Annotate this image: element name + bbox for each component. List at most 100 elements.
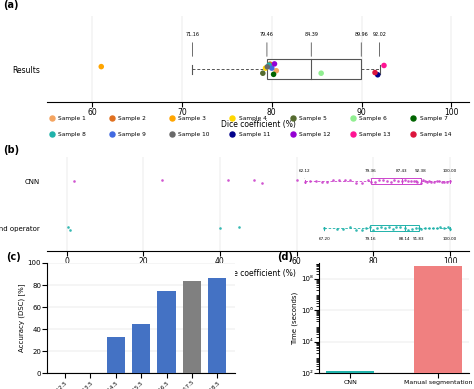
Point [385, 224, 392, 231]
Text: 79.36: 79.36 [365, 169, 377, 179]
Text: 91.83: 91.83 [413, 231, 425, 241]
Point [425, 225, 433, 231]
X-axis label: Dice coefficient (%): Dice coefficient (%) [221, 269, 296, 278]
Point [433, 178, 440, 184]
Point [265, 62, 273, 68]
Point [407, 178, 415, 184]
Point [333, 226, 341, 233]
Point [216, 225, 224, 231]
Point [352, 180, 360, 186]
Point [318, 70, 325, 76]
Bar [414, 266, 463, 389]
Bar [326, 371, 374, 389]
Point [71, 178, 78, 184]
Text: 67.20: 67.20 [319, 231, 330, 241]
Point [67, 227, 74, 233]
Point [268, 65, 275, 71]
Point [251, 177, 258, 183]
Point [352, 226, 360, 233]
Text: 92.38: 92.38 [415, 169, 427, 179]
Bar [107, 337, 125, 373]
Bar [371, 178, 421, 184]
Point [444, 224, 452, 230]
Text: (a): (a) [3, 0, 18, 10]
Point [375, 177, 383, 183]
Text: Sample 9: Sample 9 [118, 132, 146, 137]
Point [387, 179, 394, 186]
Point [364, 177, 372, 183]
Point [447, 178, 454, 184]
Text: 89.96: 89.96 [355, 32, 368, 56]
Bar [183, 280, 201, 373]
Point [408, 226, 416, 232]
Point [440, 179, 448, 185]
Point [293, 177, 301, 184]
Bar [132, 324, 150, 373]
Point [401, 225, 409, 231]
Text: 100.00: 100.00 [443, 231, 457, 241]
Point [381, 225, 389, 231]
Text: Sample 2: Sample 2 [118, 116, 146, 121]
Text: 84.39: 84.39 [304, 32, 318, 56]
Point [392, 224, 400, 230]
Point [370, 227, 377, 233]
Point [258, 180, 266, 186]
Point [389, 226, 396, 232]
Text: 87.43: 87.43 [396, 169, 408, 179]
Point [374, 225, 381, 231]
Point [417, 180, 425, 186]
Point [415, 225, 422, 231]
Text: Sample 7: Sample 7 [419, 116, 447, 121]
Point [367, 179, 375, 185]
Text: (d): (d) [277, 252, 293, 262]
Point [440, 225, 448, 231]
Point [410, 177, 418, 184]
Text: Sample 3: Sample 3 [179, 116, 206, 121]
Text: Sample 10: Sample 10 [179, 132, 210, 137]
Point [377, 224, 385, 230]
Text: 100.00: 100.00 [443, 169, 457, 179]
Text: 88.14: 88.14 [399, 231, 410, 241]
Point [224, 177, 231, 183]
Point [419, 177, 427, 183]
Point [159, 177, 166, 183]
Bar [208, 279, 227, 373]
Point [394, 178, 402, 184]
Text: Sample 14: Sample 14 [419, 132, 451, 137]
Point [425, 178, 433, 184]
Point [270, 71, 277, 77]
Bar [370, 225, 419, 231]
Text: Sample 6: Sample 6 [359, 116, 387, 121]
Point [437, 224, 444, 230]
Text: Sample 5: Sample 5 [299, 116, 327, 121]
Y-axis label: Time (seconds): Time (seconds) [292, 292, 298, 345]
Point [362, 224, 370, 231]
Point [341, 177, 348, 183]
Point [329, 177, 337, 184]
Point [379, 176, 387, 182]
Text: Sample 12: Sample 12 [299, 132, 330, 137]
Point [366, 223, 374, 230]
Point [418, 225, 425, 231]
Point [346, 224, 354, 230]
Point [421, 225, 429, 231]
Point [266, 61, 274, 67]
Text: (c): (c) [6, 252, 21, 262]
Point [436, 178, 443, 184]
Point [358, 180, 365, 186]
Point [412, 224, 419, 231]
Point [427, 179, 435, 185]
Point [401, 177, 409, 183]
Point [346, 177, 354, 183]
Point [293, 33, 301, 39]
Point [412, 177, 419, 184]
Y-axis label: Accuracy (DSC) [%]: Accuracy (DSC) [%] [18, 284, 25, 352]
Point [447, 226, 454, 232]
Text: Sample 1: Sample 1 [58, 116, 86, 121]
Text: 62.12: 62.12 [299, 169, 310, 179]
Text: 79.16: 79.16 [365, 231, 376, 241]
Text: Sample 11: Sample 11 [239, 132, 270, 137]
Text: (b): (b) [3, 145, 19, 156]
Point [318, 179, 325, 186]
Bar [157, 291, 176, 373]
